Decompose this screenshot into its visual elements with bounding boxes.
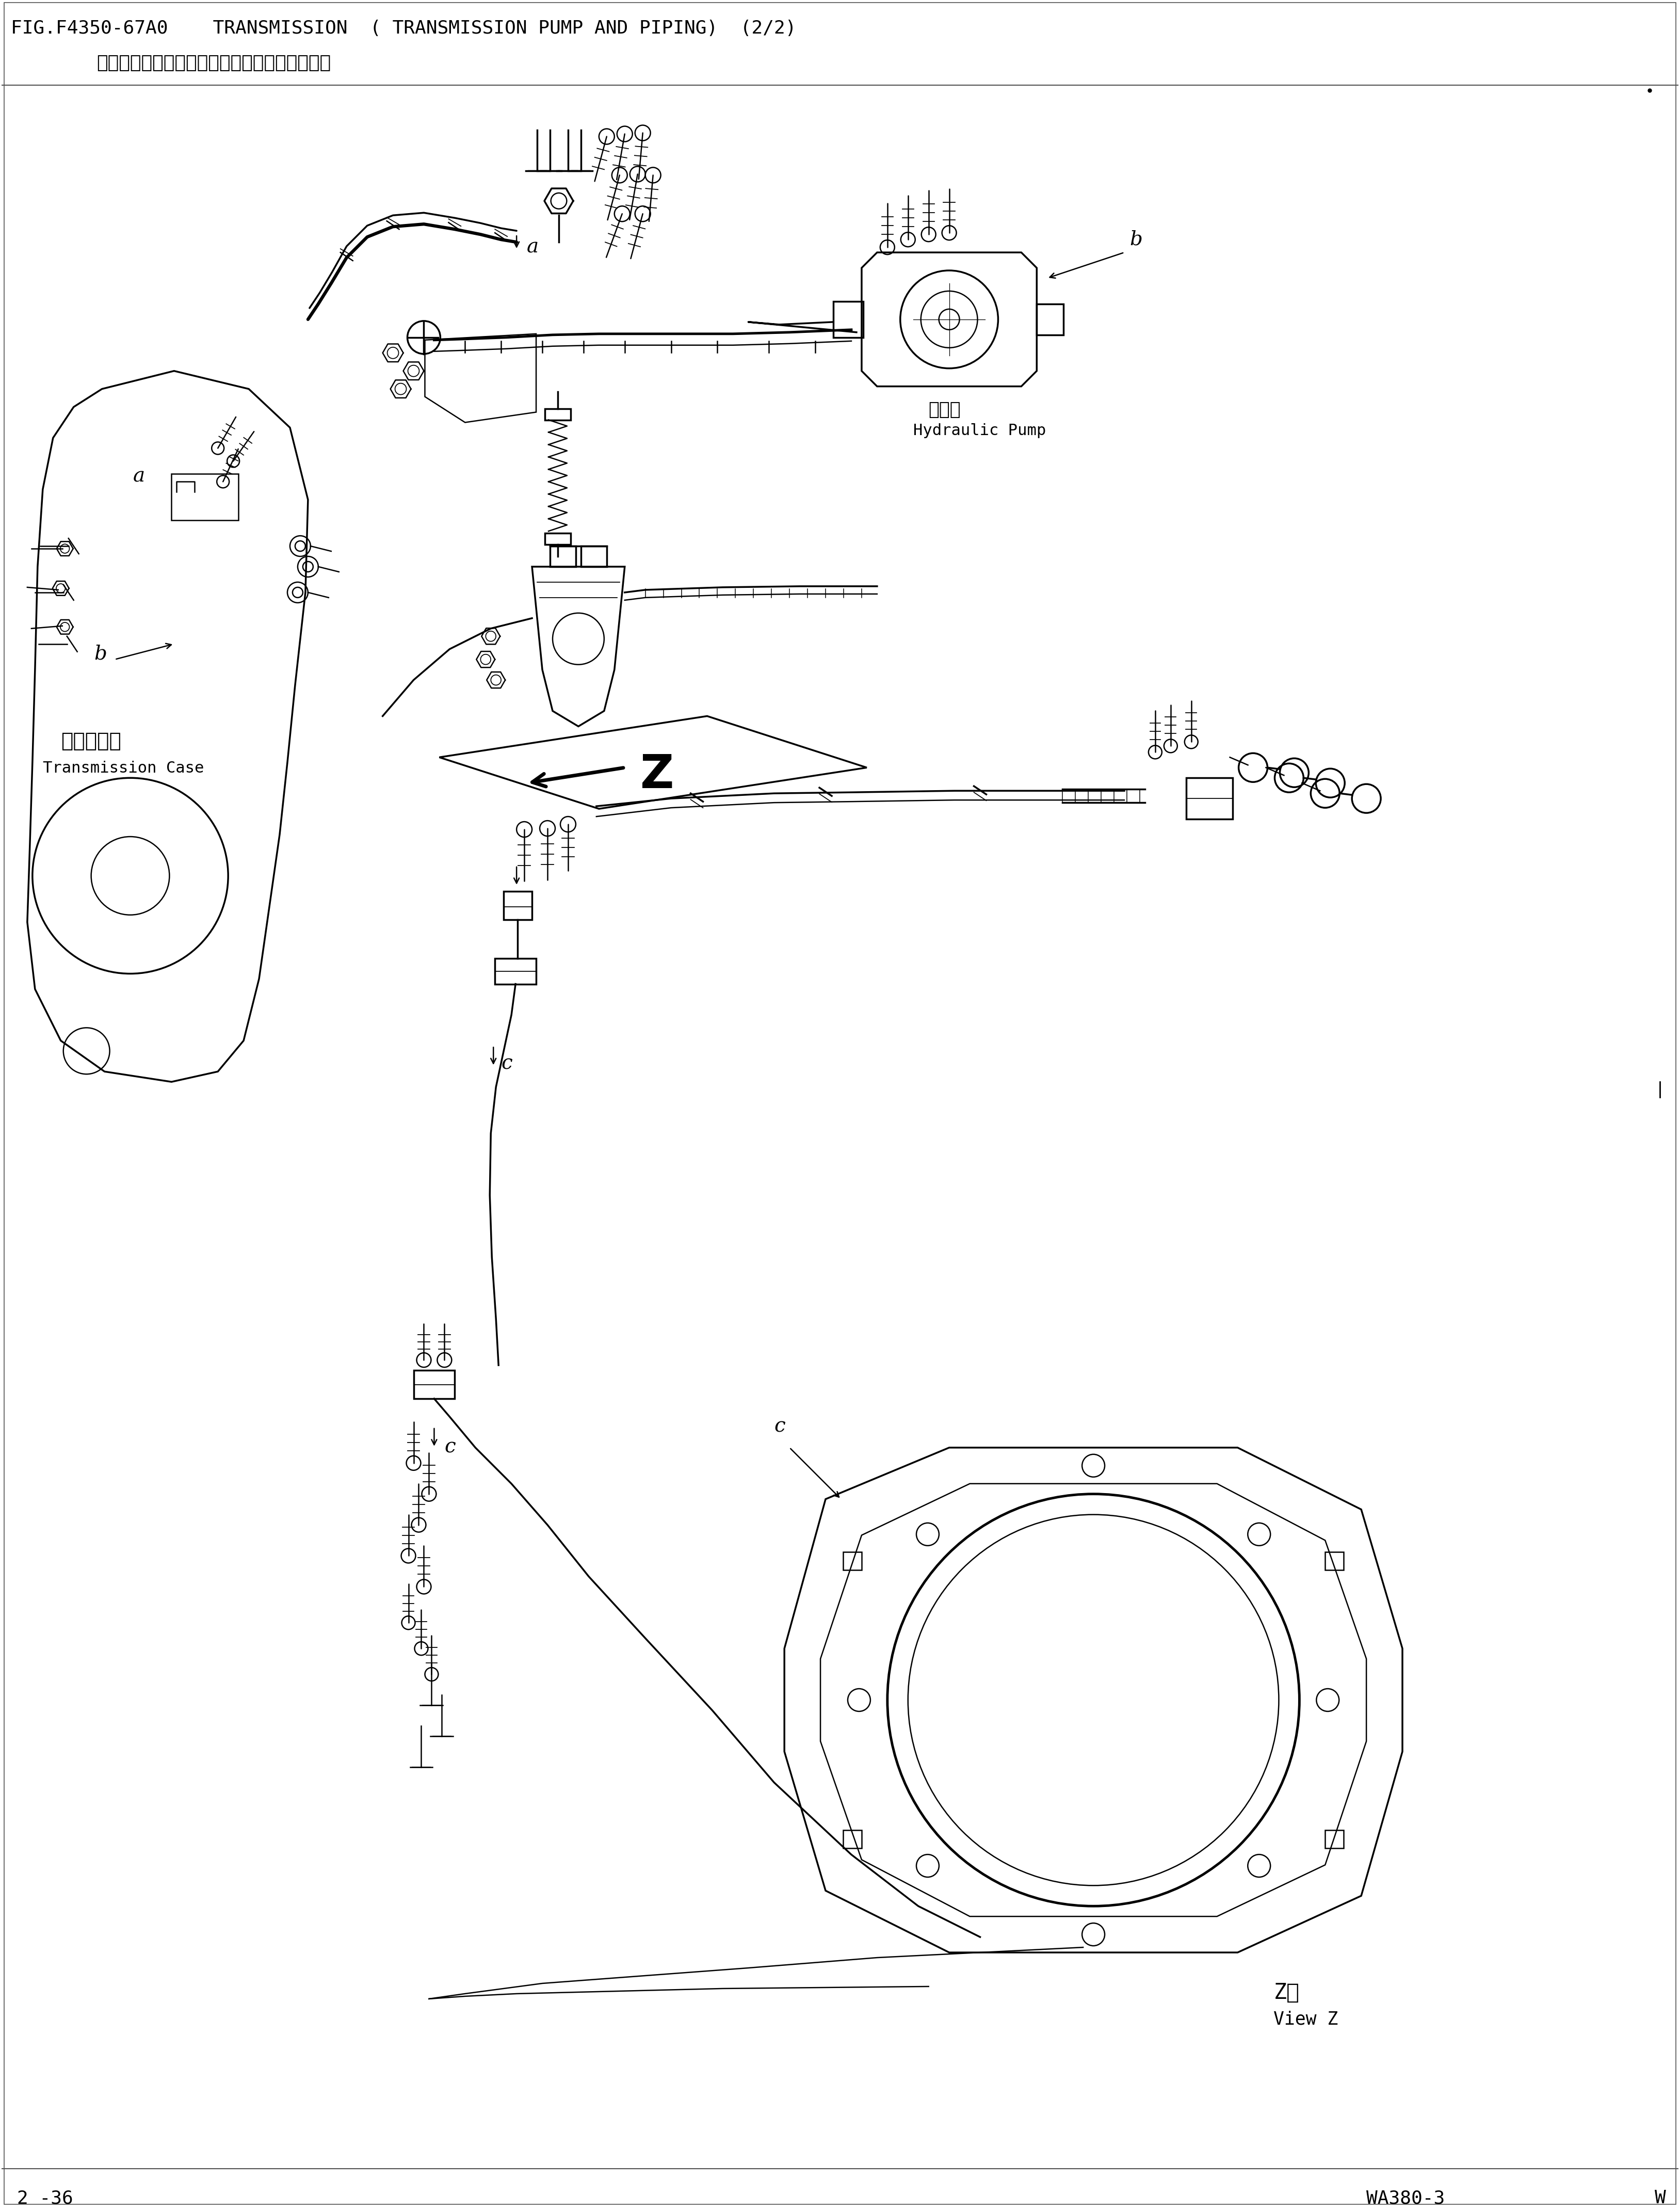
Bar bbox=[504, 891, 533, 920]
Text: Z视: Z视 bbox=[1273, 1981, 1299, 2003]
Text: c: c bbox=[774, 1417, 785, 1437]
Bar bbox=[544, 409, 571, 420]
Text: Z: Z bbox=[640, 752, 674, 798]
Text: FIG.F4350-67A0    TRANSMISSION  ( TRANSMISSION PUMP AND PIPING)  (2/2): FIG.F4350-67A0 TRANSMISSION ( TRANSMISSI… bbox=[10, 20, 796, 38]
Text: 変速筱壳体: 変速筱壳体 bbox=[60, 732, 121, 752]
Bar bbox=[549, 546, 576, 566]
Bar bbox=[843, 1552, 862, 1570]
Bar bbox=[843, 1831, 862, 1848]
Text: b: b bbox=[94, 643, 108, 663]
Bar bbox=[581, 546, 606, 566]
Text: W: W bbox=[1655, 2189, 1667, 2207]
Bar bbox=[544, 533, 571, 544]
Text: Hydraulic Pump: Hydraulic Pump bbox=[914, 425, 1047, 438]
Text: 液压泵: 液压泵 bbox=[929, 400, 961, 418]
Text: 変速筱（変速筱液压泵和液压管路）（２／２）: 変速筱（変速筱液压泵和液压管路）（２／２） bbox=[97, 53, 331, 71]
Text: 2 -36: 2 -36 bbox=[17, 2189, 74, 2207]
Bar bbox=[413, 1371, 455, 1400]
Text: WA380-3: WA380-3 bbox=[1366, 2189, 1445, 2207]
Text: Transmission Case: Transmission Case bbox=[42, 761, 203, 776]
Bar bbox=[1037, 303, 1063, 334]
Text: c: c bbox=[501, 1055, 512, 1072]
Bar bbox=[1186, 778, 1233, 818]
Text: b: b bbox=[1129, 230, 1142, 250]
Text: a: a bbox=[133, 467, 144, 486]
Text: View Z: View Z bbox=[1273, 2010, 1339, 2027]
Bar bbox=[1326, 1831, 1344, 1848]
Bar bbox=[1326, 1552, 1344, 1570]
Text: a: a bbox=[528, 237, 539, 256]
Text: c: c bbox=[445, 1437, 455, 1457]
Bar bbox=[833, 301, 864, 338]
Bar bbox=[496, 957, 536, 984]
Bar bbox=[171, 473, 239, 520]
